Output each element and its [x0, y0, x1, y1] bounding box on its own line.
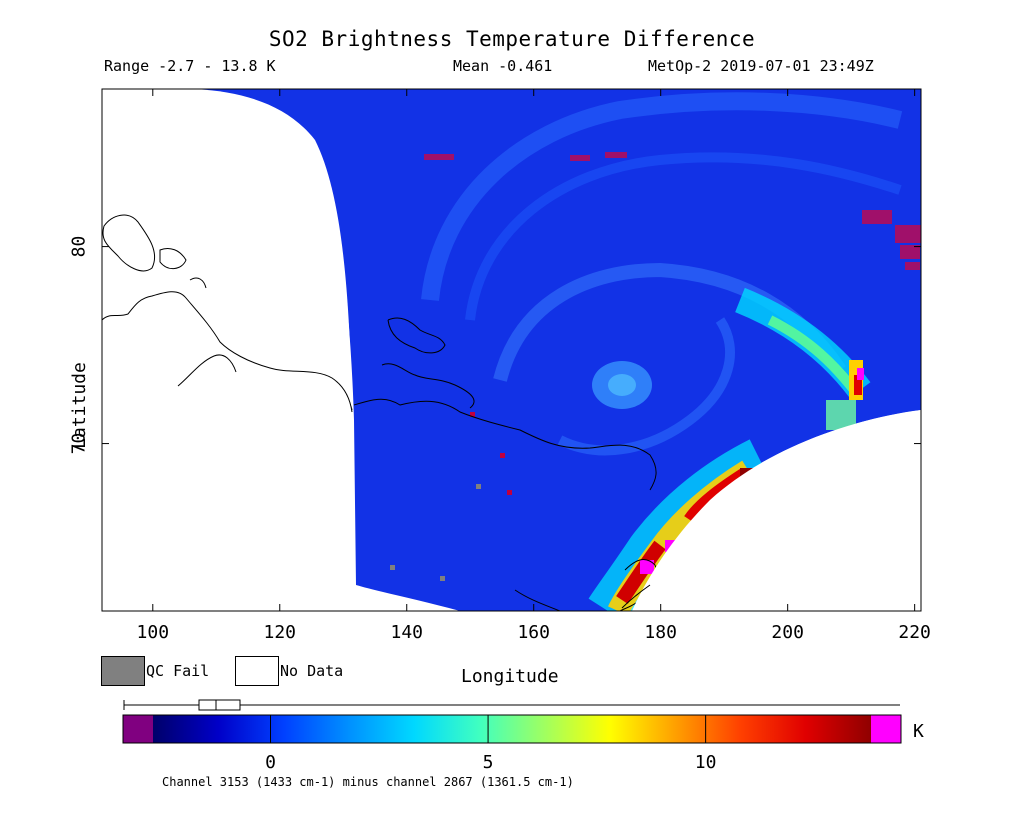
- swath-area: [190, 89, 921, 611]
- x-tick-label: 200: [771, 622, 804, 643]
- outlier-pixel: [507, 490, 512, 495]
- y-axis-ticks: [102, 246, 921, 445]
- colorbar-gradient: [153, 715, 871, 743]
- outlier-pixel: [895, 225, 921, 243]
- outlier-pixel: [605, 152, 627, 158]
- high-band-south: [616, 540, 666, 604]
- plot-frame: [101, 88, 922, 612]
- outlier-pixel: [570, 155, 590, 161]
- qc-fail-swatch: [101, 656, 145, 686]
- no-data-region: [632, 410, 921, 611]
- satellite-time-label: MetOp-2 2019-07-01 23:49Z: [648, 57, 874, 75]
- colorbar-ticks: [269, 715, 707, 743]
- outlier-pixel: [424, 154, 454, 160]
- x-tick-label: 160: [517, 622, 550, 643]
- colorbar-unit: K: [913, 721, 924, 742]
- x-tick-label: 120: [263, 622, 297, 643]
- swirl-band: [465, 152, 902, 321]
- y-tick-label: 70: [68, 432, 90, 454]
- qc-fail-pixel: [440, 576, 445, 581]
- hotspot-east: [826, 400, 856, 430]
- mean-label: Mean -0.461: [453, 57, 553, 75]
- mean-indicator-box: [198, 699, 241, 711]
- no-data-region: [354, 585, 460, 611]
- channel-footnote: Channel 3153 (1433 cm-1) minus channel 2…: [162, 775, 574, 789]
- colorbar-tick-label: 10: [694, 752, 717, 773]
- hotspot-south: [640, 560, 654, 574]
- outlier-pixel: [500, 453, 505, 458]
- outlier-pixel: [470, 412, 475, 417]
- qc-fail-pixel: [476, 484, 481, 489]
- swirl-band: [421, 92, 903, 301]
- no-data-swatch: [235, 656, 279, 686]
- heatmap-field: [102, 89, 921, 611]
- colorbar-under: [123, 715, 153, 743]
- y-tick-label: 80: [68, 235, 90, 257]
- no-data-label: No Data: [280, 662, 344, 680]
- swirl-band: [557, 317, 735, 456]
- cyclone-core: [608, 374, 636, 396]
- no-data-region: [102, 89, 354, 611]
- x-axis-ticks: [152, 89, 916, 611]
- colorbar-over: [871, 715, 901, 743]
- chart-title: SO2 Brightness Temperature Difference: [268, 27, 756, 51]
- outlier-pixel: [900, 245, 920, 259]
- range-label: Range -2.7 - 13.8 K: [104, 57, 276, 75]
- qc-fail-label: QC Fail: [146, 662, 210, 680]
- x-tick-label: 180: [644, 622, 677, 643]
- colorbar-tick-label: 5: [482, 752, 494, 773]
- x-axis-label: Longitude: [461, 666, 559, 687]
- hotspot-east: [857, 368, 864, 380]
- x-tick-label: 140: [390, 622, 423, 643]
- coastlines-land: [102, 214, 651, 609]
- outlier-pixel: [862, 210, 892, 224]
- colorbar-tick-label: 0: [265, 752, 276, 773]
- qc-fail-pixel: [390, 565, 395, 570]
- x-tick-label: 220: [898, 622, 931, 643]
- colorbar-frame: [122, 714, 902, 744]
- hotspot-east: [854, 375, 862, 395]
- outlier-pixel: [905, 262, 920, 270]
- x-tick-label: 100: [136, 622, 170, 643]
